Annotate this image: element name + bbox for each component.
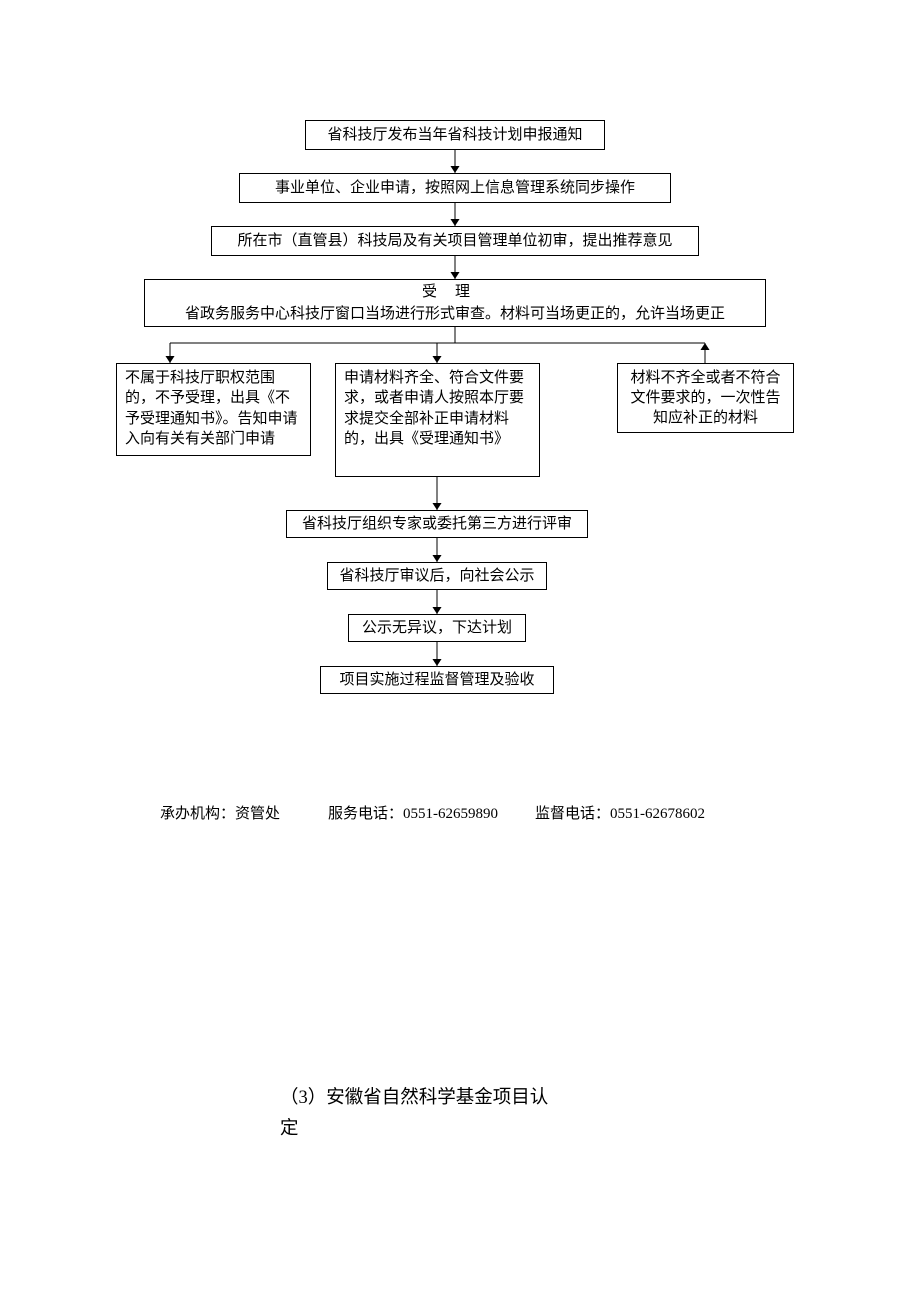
flow-node-n3: 所在市（直管县）科技局及有关项目管理单位初审，提出推荐意见 <box>211 226 699 256</box>
section-heading: （3）安徽省自然科学基金项目认 定 <box>280 1083 640 1146</box>
flow-node-n7: 材料不齐全或者不符合文件要求的，一次性告知应补正的材料 <box>617 363 794 433</box>
flow-node-n6: 申请材料齐全、符合文件要求，或者申请人按照本厅要求提交全部补正申请材料的，出具《… <box>335 363 540 477</box>
section-heading-line1: （3）安徽省自然科学基金项目认 <box>280 1083 640 1114</box>
flow-node-title: 受理 <box>153 282 757 302</box>
flow-node-n10: 公示无异议，下达计划 <box>348 614 526 642</box>
contact-supervise-phone: 监督电话：0551-62678602 <box>535 802 705 823</box>
flowchart: 省科技厅发布当年省科技计划申报通知事业单位、企业申请，按照网上信息管理系统同步操… <box>0 0 920 720</box>
flow-node-n8: 省科技厅组织专家或委托第三方进行评审 <box>286 510 588 538</box>
flow-node-text: 省政务服务中心科技厅窗口当场进行形式审查。材料可当场更正的，允许当场更正 <box>153 304 757 324</box>
flowchart-connectors <box>0 0 920 720</box>
flow-node-n4: 受理省政务服务中心科技厅窗口当场进行形式审查。材料可当场更正的，允许当场更正 <box>144 279 766 327</box>
page: 省科技厅发布当年省科技计划申报通知事业单位、企业申请，按照网上信息管理系统同步操… <box>0 0 920 720</box>
flow-node-n9: 省科技厅审议后，向社会公示 <box>327 562 547 590</box>
flow-node-n5: 不属于科技厅职权范围的，不予受理，出具《不予受理通知书》。告知申请入向有关有关部… <box>116 363 311 456</box>
section-heading-line2: 定 <box>280 1114 640 1145</box>
contact-service-phone: 服务电话：0551-62659890 <box>328 802 498 823</box>
flow-node-n2: 事业单位、企业申请，按照网上信息管理系统同步操作 <box>239 173 671 203</box>
flow-node-n11: 项目实施过程监督管理及验收 <box>320 666 554 694</box>
contact-agency: 承办机构：资管处 <box>160 802 280 823</box>
flow-node-n1: 省科技厅发布当年省科技计划申报通知 <box>305 120 605 150</box>
